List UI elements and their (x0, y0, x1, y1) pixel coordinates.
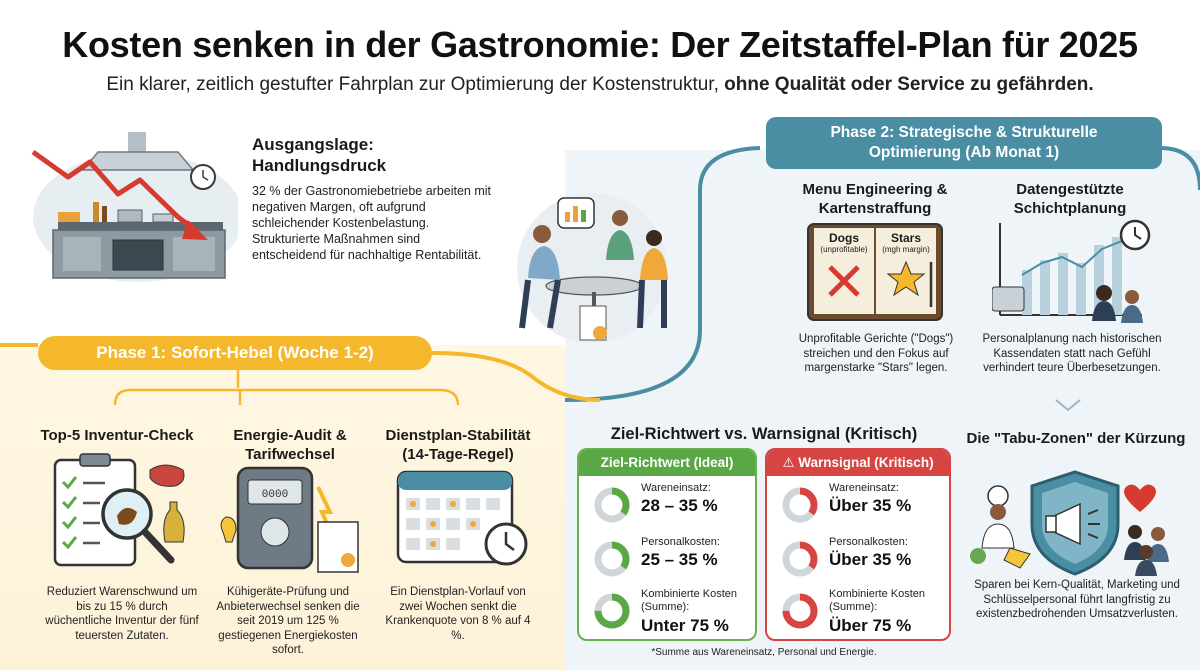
warn-row: Wareneinsatz: Über 35 % (767, 480, 949, 534)
ziel-donut-2 (594, 541, 630, 577)
warn-head-label: Warnsignal (Kritisch) (798, 455, 934, 470)
menu-engineering-title: Menu Engineering & Kartenstraffung (802, 181, 948, 217)
subtitle-plain: Ein klarer, zeitlich gestufter Fahrplan … (106, 74, 725, 95)
warn-value-2: Über 35 % (829, 550, 912, 569)
calendar-clock-icon (396, 470, 528, 566)
clipboard-magnifier-icon (53, 453, 185, 567)
page-title: Kosten senken in der Gastronomie: Der Ze… (62, 24, 1138, 65)
kitchen-illustration (31, 132, 238, 282)
ziel-value-2: 25 – 35 % (641, 550, 718, 569)
ausgangslage-title: Ausgangslage: Handlungsdruck (252, 135, 387, 175)
schichtplanung-text: Personalplanung nach historischen Kassen… (982, 333, 1162, 374)
phase2-banner-line1: Phase 2: Strategische & Strukturelle (830, 124, 1098, 141)
menu-engineering-text: Unprofitable Gerichte ("Dogs") streichen… (798, 333, 954, 374)
warn-donut-1 (782, 487, 818, 523)
page-subtitle: Ein klarer, zeitlich gestufter Fahrplan … (0, 74, 1200, 96)
warn-label-1: Wareneinsatz: (829, 482, 899, 494)
warn-value-3: Über 75 % (829, 616, 912, 635)
shield-megaphone-icon (970, 470, 1169, 576)
menu-book-graphic (807, 223, 943, 321)
warn-row: Kombinierte Kosten (Summe): Über 75 % (767, 586, 949, 640)
energie-audit-title: Energie-Audit & Tarifwechsel (233, 427, 347, 463)
energie-audit-text: Kühigeräte-Prüfung und Anbieterwechsel s… (216, 586, 360, 656)
menu-stars-label: Stars (890, 231, 922, 245)
ziel-value-1: 28 – 35 % (641, 496, 718, 515)
ziel-donut-1 (594, 487, 630, 523)
ziel-row: Kombinierte Kosten (Summe): Unter 75 % (579, 586, 755, 640)
menu-dogs-sub: (unprofitable) (820, 245, 868, 254)
inventur-check-text: Reduziert Warenschwund um bis zu 15 % du… (45, 586, 199, 642)
ziel-value-3: Unter 75 % (641, 616, 729, 635)
tabu-text: Sparen bei Kern-Qualität, Marketing und … (974, 579, 1180, 620)
shift-chart-icon (992, 219, 1151, 323)
meeting-illustration (517, 193, 668, 343)
inventur-check-title: Top-5 Inventur-Check (40, 427, 194, 444)
warn-value-1: Über 35 % (829, 496, 912, 515)
zielwarn-footnote: *Summe aus Wareneinsatz, Personal und En… (651, 647, 877, 658)
ausgangslage-text: 32 % der Gastronomiebetriebe arbeiten mi… (252, 184, 492, 262)
warn-donut-2 (782, 541, 818, 577)
tabu-title: Die "Tabu-Zonen" der Kürzung (966, 430, 1186, 447)
ziel-panel: Ziel-Richtwert (Ideal) Wareneinsatz: 28 … (577, 448, 757, 641)
ziel-label-2: Personalkosten: (641, 536, 720, 548)
ziel-donut-3 (594, 593, 630, 629)
svg-text:0000: 0000 (262, 489, 288, 501)
electric-meter-icon: 0000 (220, 466, 359, 573)
phase2-banner: Phase 2: Strategische & Strukturelle Opt… (766, 117, 1162, 169)
menu-dogs-label: Dogs (829, 231, 859, 245)
warn-label-3: Kombinierte Kosten (Summe): (829, 588, 925, 613)
warn-label-2: Personalkosten: (829, 536, 908, 548)
ziel-row: Personalkosten: 25 – 35 % (579, 534, 755, 588)
dienstplan-text: Ein Dienstplan-Vorlauf von zwei Wochen s… (385, 586, 531, 642)
phase2-banner-line2: Optimierung (Ab Monat 1) (868, 144, 1060, 161)
ziel-head: Ziel-Richtwert (Ideal) (579, 450, 755, 476)
ziel-label-3: Kombinierte Kosten (Summe): (641, 588, 737, 613)
subtitle-bold: ohne Qualität oder Service zu gefährden. (724, 74, 1094, 95)
warning-icon: ⚠ (782, 455, 799, 470)
warn-head: ⚠ Warnsignal (Kritisch) (767, 450, 949, 476)
menu-book-icon: Dogs (unprofitable) Stars (mgh margin) (806, 222, 944, 322)
phase1-banner: Phase 1: Sofort-Hebel (Woche 1-2) (38, 336, 432, 370)
schichtplanung-title: Datengestützte Schichtplanung (1013, 181, 1127, 217)
zielwarn-title: Ziel-Richtwert vs. Warnsignal (Kritisch) (610, 425, 918, 443)
ziel-label-1: Wareneinsatz: (641, 482, 711, 494)
ziel-row: Wareneinsatz: 28 – 35 % (579, 480, 755, 534)
warn-row: Personalkosten: Über 35 % (767, 534, 949, 588)
warn-panel: ⚠ Warnsignal (Kritisch) Wareneinsatz: Üb… (765, 448, 951, 641)
warn-donut-3 (782, 593, 818, 629)
dienstplan-title: Dienstplan-Stabilität (14-Tage-Regel) (385, 427, 531, 463)
menu-stars-sub: (mgh margin) (882, 245, 930, 254)
